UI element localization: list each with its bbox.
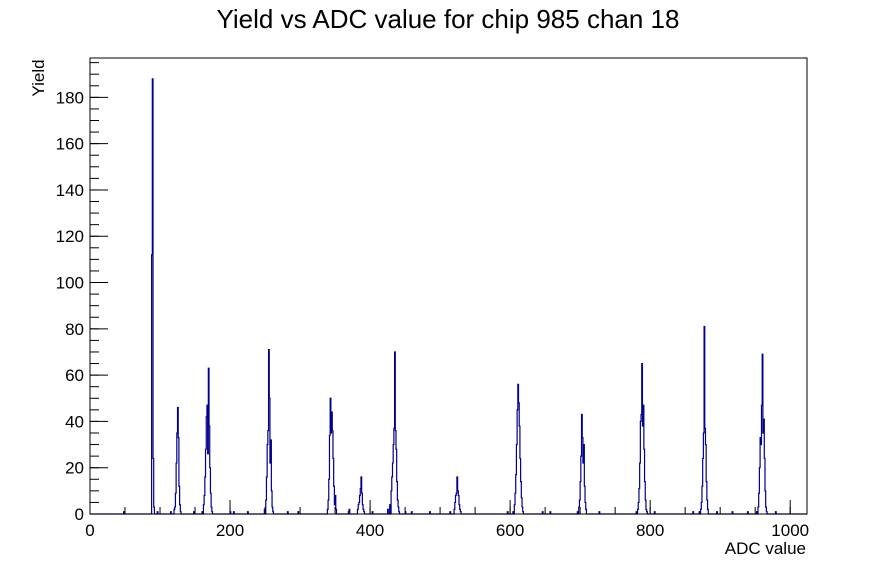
y-tick-label: 160	[56, 135, 84, 154]
y-tick-label: 140	[56, 181, 84, 200]
x-tick-label: 1000	[771, 521, 809, 540]
tick-labels: 0 200 400 600 800 1000 0 20 40 60 80 100 120 140 160 18…	[56, 88, 809, 540]
x-tick-label: 400	[356, 521, 384, 540]
x-tick-label: 0	[85, 521, 94, 540]
y-axis-label: Yield	[29, 59, 48, 96]
y-tick-label: 60	[65, 366, 84, 385]
x-tick-label: 800	[636, 521, 664, 540]
plot-frame	[89, 57, 808, 515]
y-tick-label: 0	[75, 505, 84, 524]
y-tick-label: 20	[65, 459, 84, 478]
y-tick-label: 100	[56, 274, 84, 293]
y-tick-label: 180	[56, 88, 84, 107]
y-tick-label: 40	[65, 412, 84, 431]
x-tick-label: 600	[496, 521, 524, 540]
x-axis-label: ADC value	[725, 539, 806, 558]
y-tick-label: 80	[65, 320, 84, 339]
x-tick-label: 200	[216, 521, 244, 540]
chart-title: Yield vs ADC value for chip 985 chan 18	[217, 4, 680, 34]
y-tick-label: 120	[56, 227, 84, 246]
